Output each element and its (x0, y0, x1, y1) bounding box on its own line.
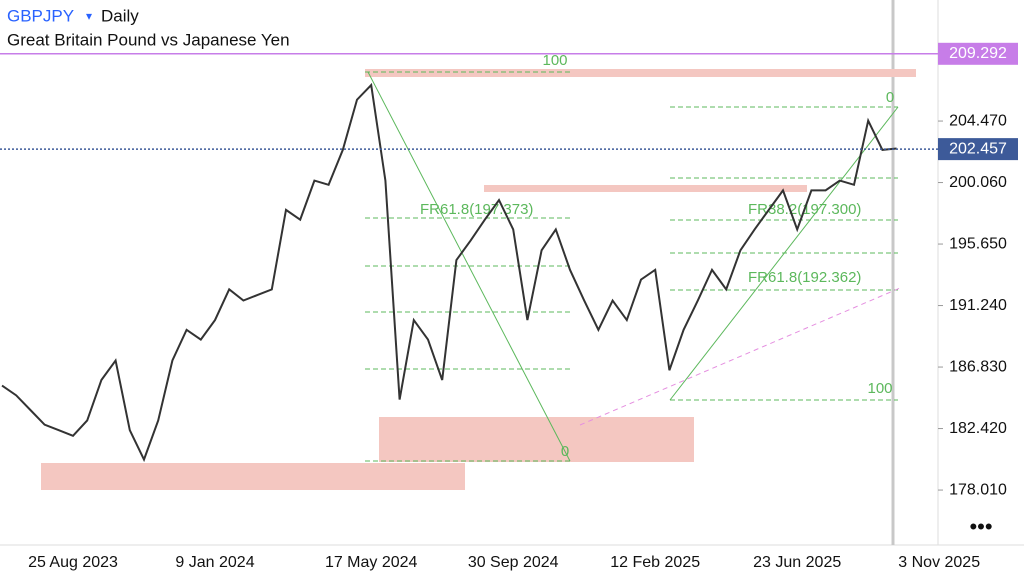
menu-button[interactable]: ••• (969, 514, 992, 539)
symbol[interactable]: GBPJPY (7, 6, 74, 25)
interval[interactable]: Daily (101, 6, 139, 25)
y-tick-label: 204.470 (949, 112, 1007, 129)
x-tick-label: 9 Jan 2024 (175, 554, 254, 571)
price-tag (938, 42, 1018, 65)
dropdown-icon[interactable]: ▾ (86, 9, 92, 23)
fib-label: 0 (886, 89, 894, 106)
y-tick-label: 186.830 (949, 358, 1007, 375)
x-tick-label: 12 Feb 2025 (610, 554, 700, 571)
x-tick-label: 17 May 2024 (325, 554, 418, 571)
x-tick-label: 25 Aug 2023 (28, 554, 118, 571)
y-tick-label: 200.060 (949, 174, 1007, 191)
y-tick-label: 182.420 (949, 420, 1007, 437)
zone (365, 69, 916, 77)
y-tick-label: 178.010 (949, 481, 1007, 498)
fib-trend (367, 71, 571, 462)
price-tag (938, 138, 1018, 161)
y-tick-label: 195.650 (949, 235, 1007, 252)
fib-label: FR61.8(192.362) (748, 269, 861, 286)
price-line (1, 82, 897, 463)
trend-line (579, 287, 901, 426)
zone (484, 185, 807, 192)
fib-label: 0 (561, 443, 569, 460)
price-tag-label: 209.292 (949, 45, 1007, 62)
zone (379, 417, 694, 462)
y-tick-label: 191.240 (949, 297, 1007, 314)
fib-label: 100 (867, 380, 892, 397)
price-tag-label: 202.457 (949, 140, 1007, 157)
x-tick-label: 3 Nov 2025 (898, 554, 980, 571)
fib-label: 100 (542, 52, 567, 69)
x-tick-label: 23 Jun 2025 (753, 554, 841, 571)
subtitle: Great Britain Pound vs Japanese Yen (7, 30, 290, 49)
fib-label: FR61.8(197.373) (420, 201, 533, 218)
x-tick-label: 30 Sep 2024 (468, 554, 559, 571)
zone (41, 463, 465, 490)
